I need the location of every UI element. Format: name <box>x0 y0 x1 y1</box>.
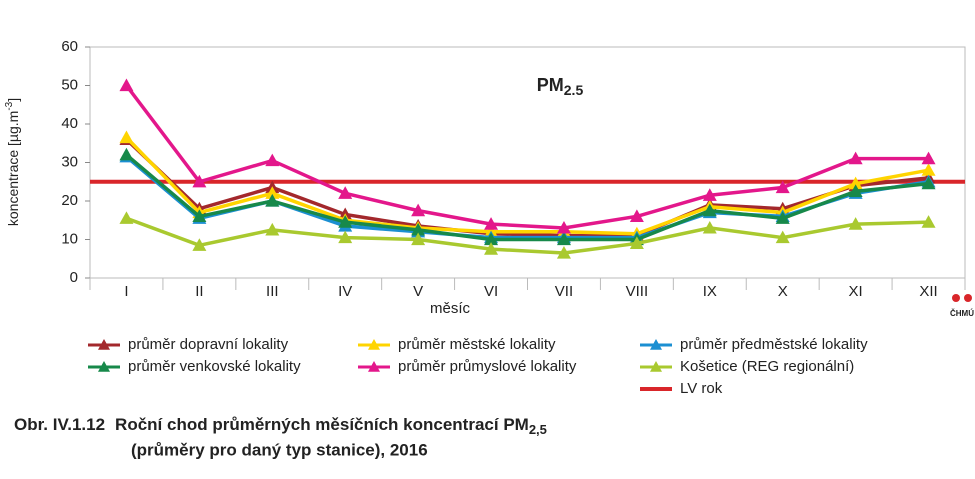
x-tick-label: II <box>195 283 203 300</box>
legend-label: LV rok <box>680 380 723 397</box>
y-tick-label: 40 <box>61 115 78 132</box>
marker <box>265 194 280 207</box>
series-line <box>125 216 929 255</box>
marker <box>921 215 936 228</box>
y-axis-label: koncentrace [µg.m-3] <box>4 98 21 226</box>
marker <box>265 222 280 236</box>
x-tick-label: VI <box>484 283 498 300</box>
marker <box>702 220 717 234</box>
legend-marker <box>650 339 662 350</box>
marker <box>775 180 790 194</box>
y-label-end: ] <box>5 98 21 102</box>
marker <box>848 151 863 165</box>
y-tick-label: 60 <box>61 38 78 55</box>
legend-label: průměr předměstské lokality <box>680 336 868 353</box>
caption-line1: Obr. IV.1.12 Roční chod průměrných měsíčn… <box>14 415 547 437</box>
y-tick-label: 0 <box>70 269 78 286</box>
x-tick-label: I <box>124 283 128 300</box>
legend-marker <box>98 361 110 372</box>
x-tick-label: VIII <box>626 283 649 300</box>
legend-label: průměr dopravní lokality <box>128 336 289 353</box>
marker <box>484 242 499 255</box>
marker <box>629 209 644 222</box>
marker <box>484 217 499 230</box>
y-label-text: koncentrace [µg.m <box>5 111 21 226</box>
marker <box>411 232 426 246</box>
title-sub: 2.5 <box>564 82 584 98</box>
caption-number: Obr. IV.1.12 <box>14 415 105 434</box>
x-tick-label: XII <box>919 283 937 300</box>
marker <box>192 209 207 222</box>
marker <box>192 238 207 251</box>
legend-marker <box>368 361 380 372</box>
series-line <box>125 84 929 230</box>
marker <box>119 78 134 92</box>
marker <box>411 203 426 217</box>
y-tick-label: 50 <box>61 76 78 93</box>
series-line <box>125 136 929 236</box>
marker <box>265 153 280 167</box>
marker <box>702 188 717 201</box>
series-line <box>125 153 929 242</box>
marker <box>921 176 936 190</box>
logo-text: ČHMÚ <box>950 309 974 318</box>
marker <box>119 211 134 224</box>
y-tick-label: 10 <box>61 230 78 247</box>
marker <box>848 184 863 197</box>
marker <box>338 215 353 228</box>
x-tick-label: XI <box>849 283 863 300</box>
marker <box>265 186 280 199</box>
x-axis-label: měsíc <box>430 300 471 317</box>
marker <box>119 147 134 161</box>
legend-label: průměr venkovské lokality <box>128 358 301 375</box>
marker <box>848 176 863 190</box>
marker <box>411 222 426 236</box>
x-tick-label: III <box>266 283 279 300</box>
legend-marker <box>98 339 110 350</box>
x-tick-label: V <box>413 283 423 300</box>
marker <box>192 174 207 188</box>
marker <box>338 186 353 199</box>
marker <box>556 220 571 234</box>
title-bg <box>518 70 602 102</box>
marker <box>556 232 571 246</box>
caption-text: Roční chod průměrných měsíčních koncentr… <box>115 415 529 434</box>
marker <box>848 217 863 230</box>
legend-label: průměr průmyslové lokality <box>398 358 577 375</box>
marker <box>119 130 134 144</box>
marker <box>921 163 936 176</box>
marker <box>775 230 790 244</box>
marker <box>702 203 717 217</box>
series-line <box>125 138 929 238</box>
marker <box>338 230 353 244</box>
x-tick-label: IV <box>338 283 352 300</box>
marker <box>629 236 644 249</box>
title-text: PM <box>537 75 564 95</box>
x-tick-label: X <box>778 283 788 300</box>
y-label-sup: -3 <box>4 101 15 110</box>
x-tick-label: IX <box>703 283 717 300</box>
logo-dot <box>952 294 960 302</box>
caption-line2: (průměry pro daný typ stanice), 2016 <box>131 440 428 459</box>
y-tick-label: 30 <box>61 153 78 170</box>
logo-dot <box>964 294 972 302</box>
y-tick-label: 20 <box>61 192 78 209</box>
marker <box>921 151 936 165</box>
caption-sub: 2,5 <box>529 422 547 437</box>
x-tick-label: VII <box>555 283 573 300</box>
legend-marker <box>650 361 662 372</box>
legend-marker <box>368 339 380 350</box>
marker <box>484 232 499 246</box>
chart-title: PM2.5 <box>537 75 584 98</box>
marker <box>775 211 790 224</box>
marker <box>556 245 571 259</box>
legend-label: průměr městské lokality <box>398 336 556 353</box>
legend-label: Košetice (REG regionální) <box>680 358 854 375</box>
